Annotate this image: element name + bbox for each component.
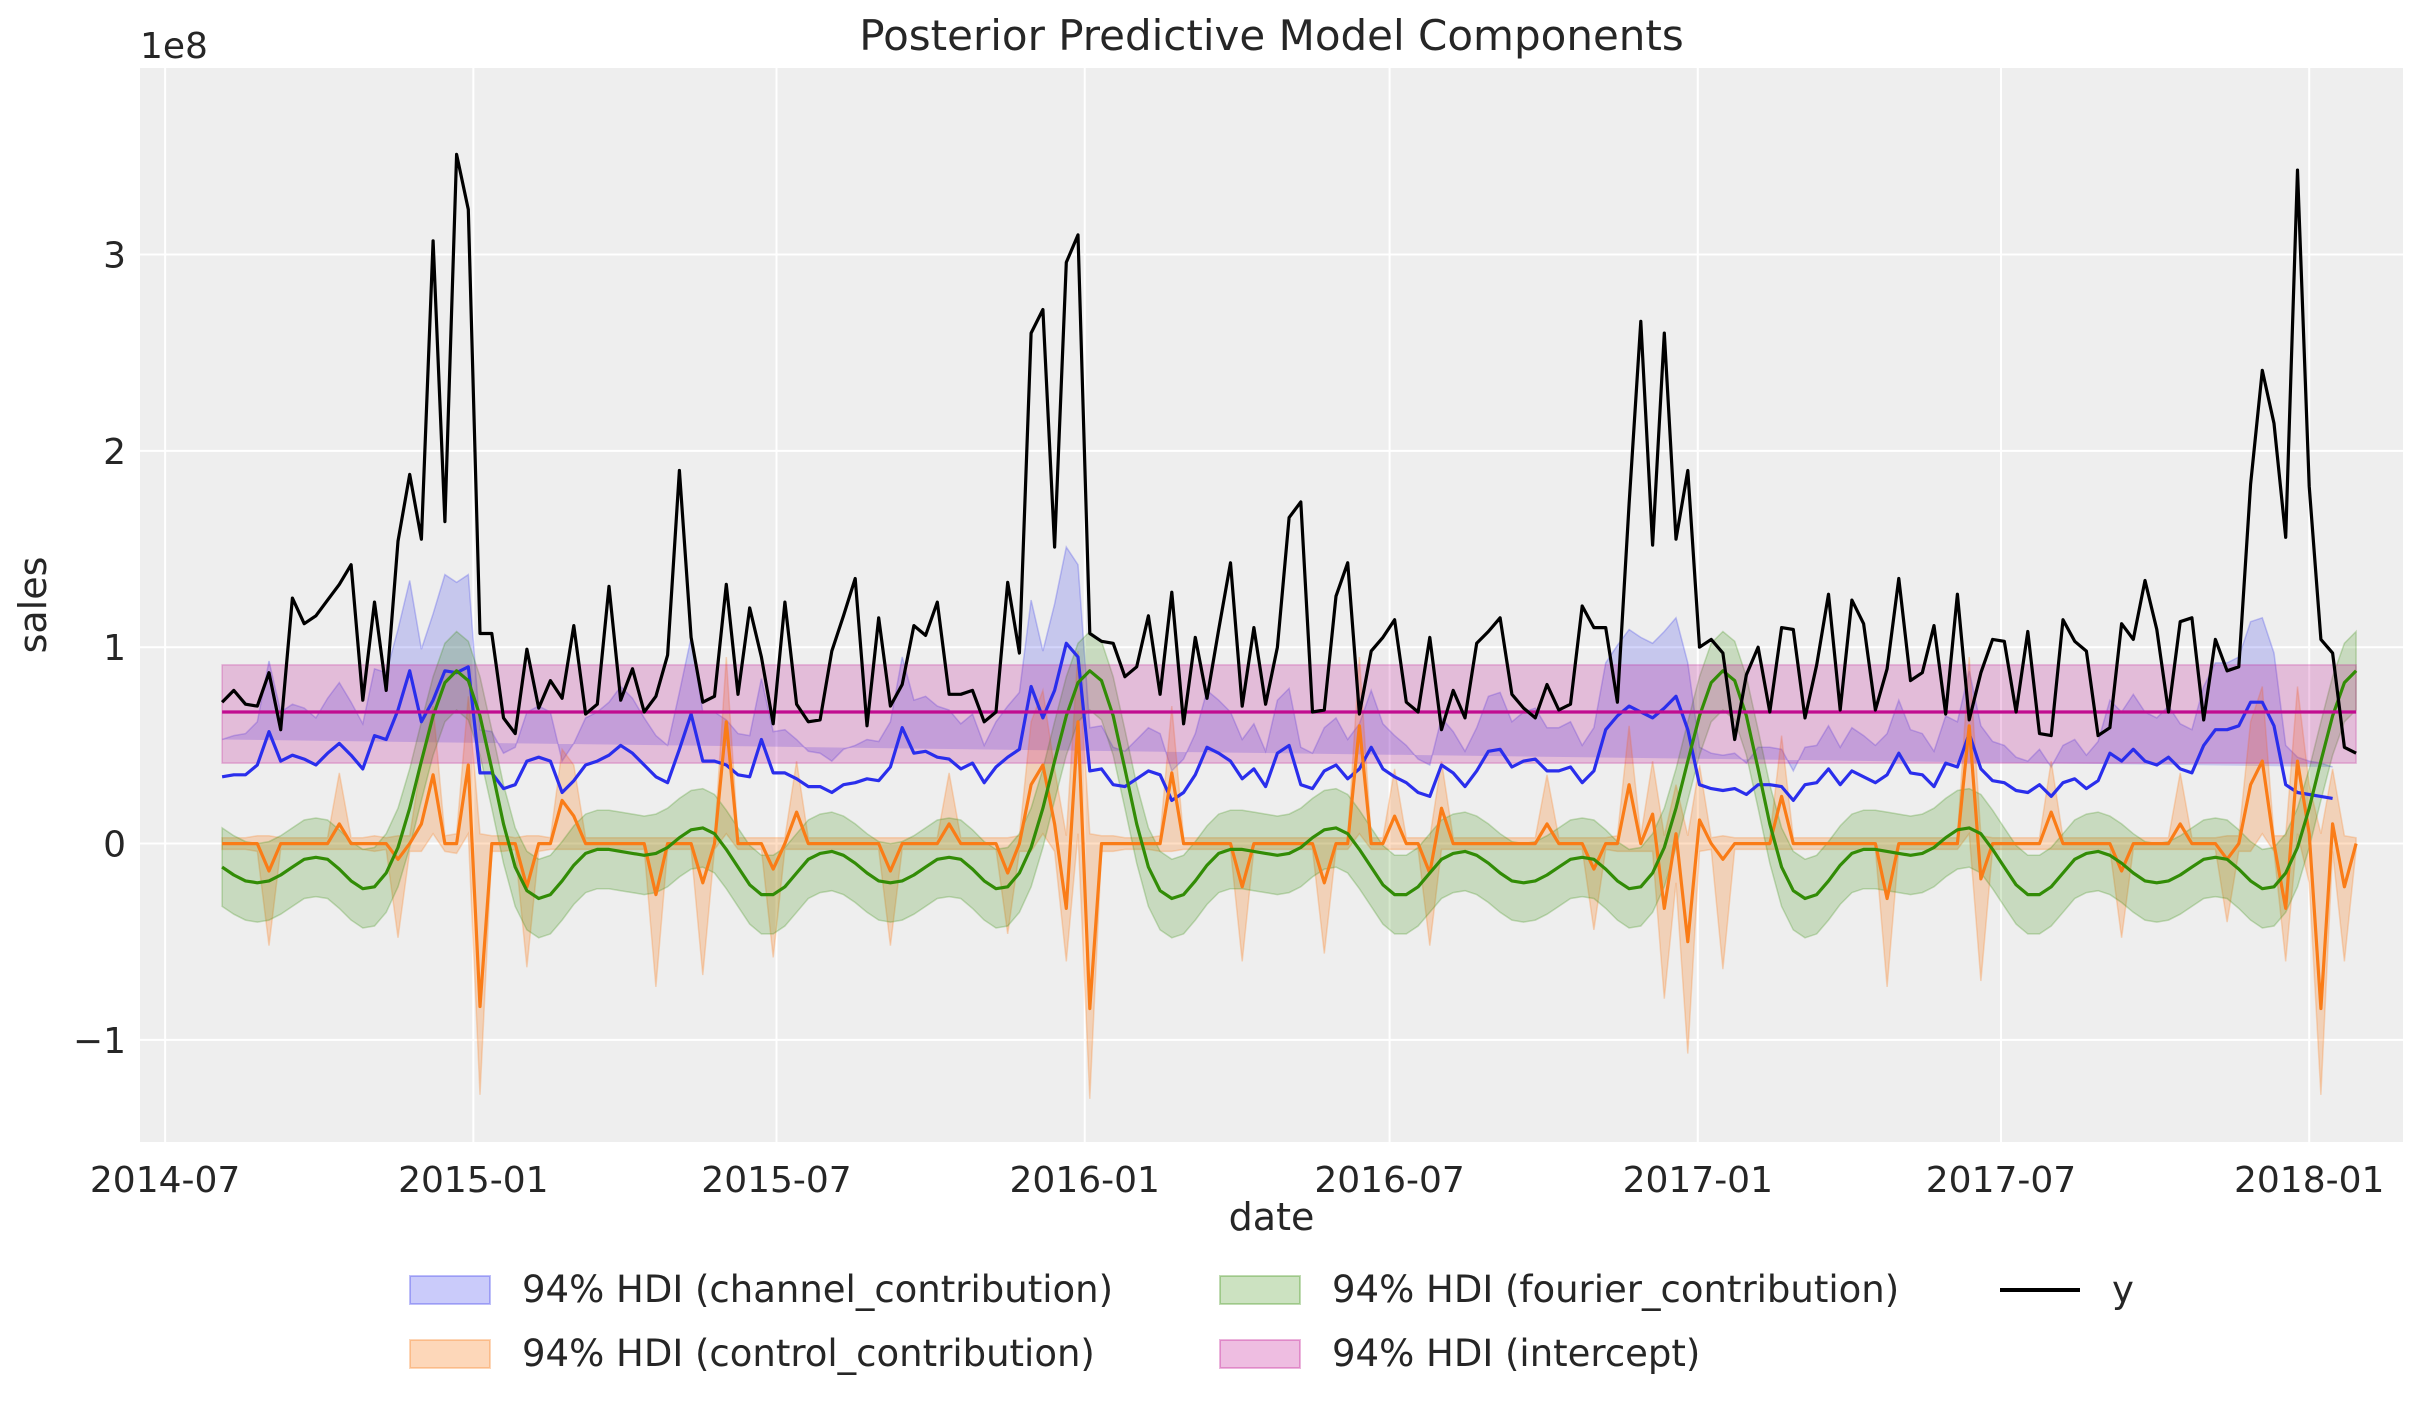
y-tick-label: 0 bbox=[103, 825, 126, 866]
x-tick-label: 2017-01 bbox=[1623, 1160, 1773, 1201]
y-tick-label: −1 bbox=[73, 1021, 126, 1062]
y-tick-label: 2 bbox=[103, 432, 126, 473]
hdi-bands bbox=[221, 545, 2357, 1099]
legend-swatch-hdi-control-contribution bbox=[409, 1339, 491, 1369]
hdi-control-contribution-mean-line bbox=[222, 720, 2358, 1011]
legend-swatch-hdi-fourier-contribution bbox=[1219, 1275, 1301, 1305]
x-tick-label: 2015-01 bbox=[398, 1160, 548, 1201]
y-tick-label: 3 bbox=[103, 236, 126, 277]
mean-lines bbox=[220, 152, 2358, 1011]
x-tick-label: 2018-01 bbox=[2234, 1160, 2384, 1201]
legend-label-hdi-channel-contribution: 94% HDI (channel_contribution) bbox=[522, 1268, 1113, 1311]
hdi-channel-contribution-band bbox=[221, 545, 2333, 773]
legend-label-hdi-intercept: 94% HDI (intercept) bbox=[1332, 1332, 1700, 1375]
legend-label-hdi-fourier-contribution: 94% HDI (fourier_contribution) bbox=[1332, 1268, 1899, 1311]
legend-swatch-hdi-channel-contribution bbox=[409, 1275, 491, 1305]
x-tick-labels: 2014-07 2015-01 2015-07 2016-01 2016-07 2017-… bbox=[90, 1160, 2384, 1201]
x-tick-label: 2017-07 bbox=[1926, 1160, 2076, 1201]
legend-swatch-hdi-intercept bbox=[1219, 1339, 1301, 1369]
y-tick-label: 1 bbox=[103, 628, 126, 669]
hdi-intercept-band bbox=[221, 664, 2357, 764]
legend: 94% HDI (channel_contribution) 94% HDI (f… bbox=[409, 1268, 2134, 1375]
x-tick-label: 2016-07 bbox=[1314, 1160, 1464, 1201]
hdi-fourier-contribution-band bbox=[221, 629, 2357, 939]
x-tick-label: 2016-01 bbox=[1010, 1160, 1160, 1201]
y-axis-label: sales bbox=[11, 557, 55, 654]
y-tick-labels: −1 0 1 2 3 bbox=[73, 236, 126, 1062]
x-axis-label: date bbox=[1229, 1195, 1315, 1239]
legend-label-hdi-control-contribution: 94% HDI (control_contribution) bbox=[522, 1332, 1095, 1375]
hdi-fourier-contribution-mean-line bbox=[221, 669, 2358, 901]
y-offset-text: 1e8 bbox=[140, 26, 208, 67]
plot-background bbox=[140, 68, 2403, 1142]
hdi-channel-contribution-mean-line bbox=[221, 641, 2333, 803]
y-line bbox=[220, 152, 2357, 755]
chart-title: Posterior Predictive Model Components bbox=[859, 11, 1684, 60]
x-tick-label: 2014-07 bbox=[90, 1160, 240, 1201]
legend-label-y: y bbox=[2112, 1268, 2134, 1311]
x-tick-label: 2015-07 bbox=[701, 1160, 851, 1201]
